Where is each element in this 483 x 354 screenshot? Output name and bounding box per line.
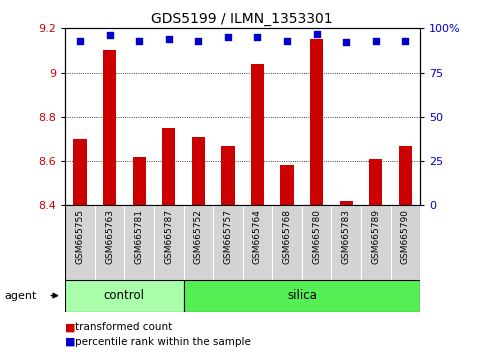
- Bar: [184, 205, 213, 280]
- Bar: [391, 205, 420, 280]
- Bar: [331, 205, 361, 280]
- Point: [76, 38, 84, 44]
- Text: GSM665789: GSM665789: [371, 209, 380, 264]
- Bar: [361, 205, 391, 280]
- Bar: [221, 145, 235, 205]
- Bar: [65, 280, 184, 312]
- Bar: [184, 280, 420, 312]
- Bar: [213, 205, 242, 280]
- Point: [401, 38, 409, 44]
- Bar: [162, 128, 175, 205]
- Point: [313, 31, 321, 36]
- Bar: [125, 205, 154, 280]
- Text: GSM665755: GSM665755: [75, 209, 85, 264]
- Text: silica: silica: [287, 289, 317, 302]
- Bar: [302, 205, 331, 280]
- Text: GSM665768: GSM665768: [283, 209, 292, 264]
- Point: [165, 36, 172, 42]
- Text: GSM665752: GSM665752: [194, 209, 203, 264]
- Bar: [65, 205, 95, 280]
- Text: GDS5199 / ILMN_1353301: GDS5199 / ILMN_1353301: [151, 12, 332, 27]
- Bar: [369, 159, 383, 205]
- Bar: [154, 205, 184, 280]
- Text: control: control: [104, 289, 145, 302]
- Bar: [95, 205, 125, 280]
- Text: transformed count: transformed count: [75, 322, 172, 332]
- Point: [106, 33, 114, 38]
- Point: [135, 38, 143, 44]
- Text: GSM665764: GSM665764: [253, 209, 262, 264]
- Bar: [310, 39, 323, 205]
- Point: [195, 38, 202, 44]
- Text: GSM665783: GSM665783: [342, 209, 351, 264]
- Text: GSM665757: GSM665757: [224, 209, 232, 264]
- Text: GSM665780: GSM665780: [312, 209, 321, 264]
- Point: [342, 40, 350, 45]
- Bar: [340, 201, 353, 205]
- Bar: [281, 165, 294, 205]
- Bar: [399, 145, 412, 205]
- Bar: [242, 205, 272, 280]
- Bar: [132, 157, 146, 205]
- Point: [372, 38, 380, 44]
- Point: [254, 34, 261, 40]
- Bar: [192, 137, 205, 205]
- Text: ■: ■: [65, 337, 76, 347]
- Text: GSM665763: GSM665763: [105, 209, 114, 264]
- Text: percentile rank within the sample: percentile rank within the sample: [75, 337, 251, 347]
- Text: ■: ■: [65, 322, 76, 332]
- Bar: [251, 64, 264, 205]
- Text: GSM665787: GSM665787: [164, 209, 173, 264]
- Point: [224, 34, 232, 40]
- Bar: [73, 139, 86, 205]
- Text: GSM665781: GSM665781: [135, 209, 143, 264]
- Point: [283, 38, 291, 44]
- Text: GSM665790: GSM665790: [401, 209, 410, 264]
- Text: agent: agent: [5, 291, 37, 301]
- Bar: [272, 205, 302, 280]
- Bar: [103, 50, 116, 205]
